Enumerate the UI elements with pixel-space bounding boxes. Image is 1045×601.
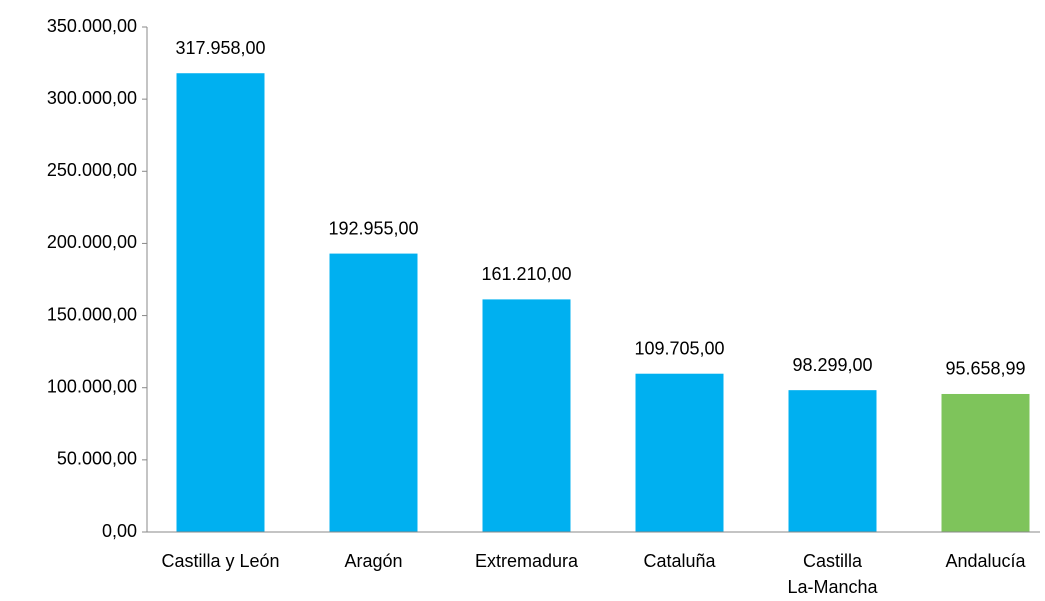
bar [176, 73, 265, 532]
y-tick-label: 100.000,00 [47, 376, 137, 396]
y-tick-label: 0,00 [102, 521, 137, 541]
x-tick-label: Aragón [344, 551, 402, 571]
bar [635, 373, 724, 532]
y-tick-label: 150.000,00 [47, 304, 137, 324]
x-tick-label: Andalucía [945, 551, 1026, 571]
y-tick-label: 50.000,00 [57, 449, 137, 469]
value-label: 98.299,00 [792, 355, 872, 375]
y-tick-label: 350.000,00 [47, 16, 137, 36]
value-label: 109.705,00 [634, 338, 724, 358]
value-label: 192.955,00 [328, 218, 418, 238]
value-label: 161.210,00 [481, 264, 571, 284]
value-label: 95.658,99 [945, 359, 1025, 379]
bar [788, 390, 877, 532]
bar [329, 253, 418, 532]
y-tick-label: 300.000,00 [47, 88, 137, 108]
x-tick-label: Castilla La-Mancha [787, 551, 878, 597]
bar [482, 299, 571, 532]
y-tick-label: 200.000,00 [47, 232, 137, 252]
y-tick-label: 250.000,00 [47, 160, 137, 180]
x-tick-label: Castilla y León [161, 551, 279, 571]
x-tick-label: Extremadura [475, 551, 579, 571]
bar [941, 393, 1030, 532]
x-tick-label: Cataluña [643, 551, 716, 571]
value-label: 317.958,00 [175, 38, 265, 58]
